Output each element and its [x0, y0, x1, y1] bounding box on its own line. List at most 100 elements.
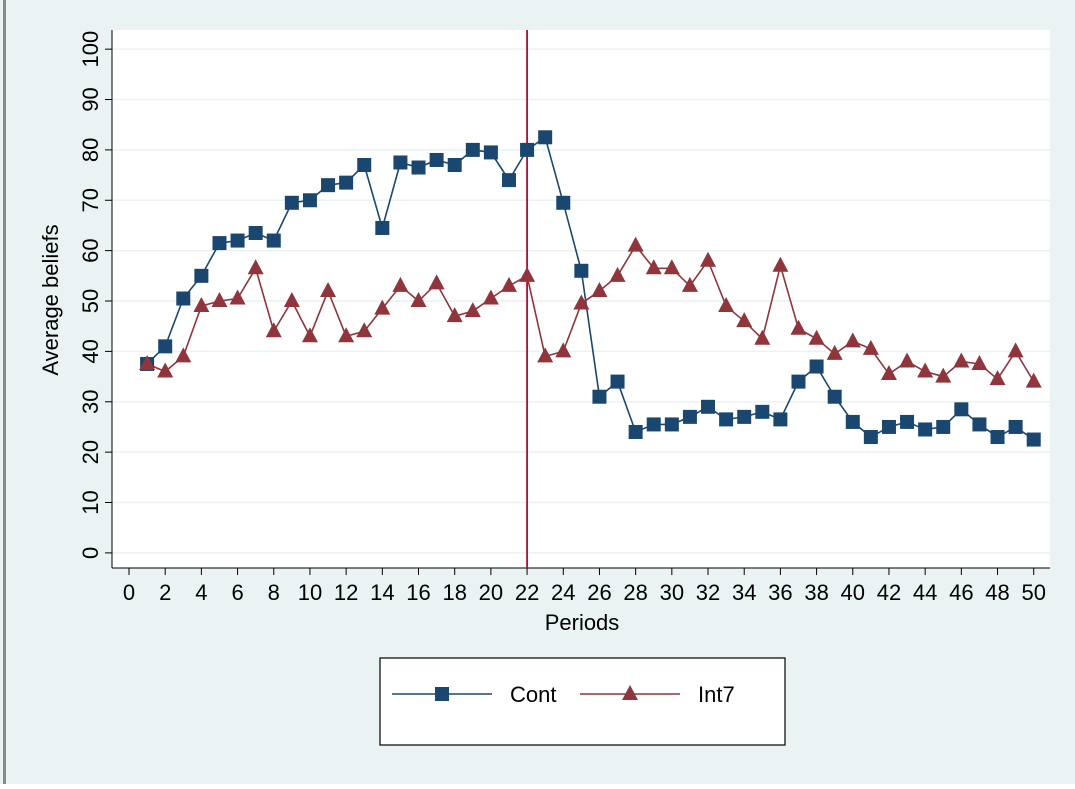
marker	[212, 236, 227, 251]
x-tick-label: 28	[623, 580, 647, 605]
y-tick-label: 90	[78, 87, 103, 111]
marker	[446, 307, 463, 323]
y-tick-label: 80	[78, 138, 103, 162]
x-axis-title: Periods	[545, 610, 620, 635]
marker	[701, 399, 716, 414]
marker	[176, 291, 191, 306]
marker	[953, 352, 970, 368]
x-tick-label: 18	[442, 580, 466, 605]
marker	[736, 312, 753, 328]
marker	[283, 292, 300, 308]
x-tick-label: 40	[841, 580, 865, 605]
marker	[592, 389, 607, 404]
marker	[917, 362, 934, 378]
marker	[971, 354, 988, 370]
legend-label: Cont	[510, 682, 556, 707]
x-tick-label: 4	[195, 580, 207, 605]
x-tick-label: 16	[406, 580, 430, 605]
marker	[410, 292, 427, 308]
marker	[339, 175, 354, 190]
marker	[229, 289, 246, 305]
x-tick-label: 10	[298, 580, 322, 605]
marker	[248, 226, 263, 241]
marker	[700, 251, 717, 267]
marker	[773, 412, 788, 427]
x-tick-label: 6	[231, 580, 243, 605]
marker	[247, 259, 264, 275]
marker	[936, 419, 951, 434]
marker	[862, 339, 879, 355]
marker	[990, 430, 1005, 445]
marker	[663, 259, 680, 275]
x-tick-label: 46	[949, 580, 973, 605]
y-tick-label: 60	[78, 238, 103, 262]
x-tick-label: 44	[913, 580, 937, 605]
marker	[972, 417, 987, 432]
y-tick-label: 30	[78, 390, 103, 414]
marker	[790, 319, 807, 335]
marker	[1008, 419, 1023, 434]
left-border	[3, 0, 6, 784]
marker	[357, 158, 372, 173]
marker	[338, 327, 355, 343]
marker	[646, 417, 661, 432]
marker	[718, 297, 735, 313]
x-tick-label: 30	[660, 580, 684, 605]
marker	[538, 130, 553, 145]
marker	[393, 155, 408, 170]
marker	[791, 374, 806, 389]
marker	[519, 266, 536, 282]
marker	[428, 274, 445, 290]
marker	[808, 329, 825, 345]
marker	[880, 365, 897, 381]
marker	[622, 685, 638, 700]
marker	[574, 263, 589, 278]
marker	[356, 322, 373, 338]
marker	[501, 173, 516, 188]
marker	[265, 322, 282, 338]
marker	[392, 276, 409, 292]
x-tick-label: 20	[479, 580, 503, 605]
x-tick-label: 36	[768, 580, 792, 605]
marker	[302, 193, 317, 208]
marker	[139, 354, 156, 370]
marker	[609, 266, 626, 282]
marker	[754, 329, 771, 345]
marker	[556, 195, 571, 210]
marker	[899, 352, 916, 368]
x-tick-label: 26	[587, 580, 611, 605]
marker	[1026, 432, 1041, 447]
marker	[881, 419, 896, 434]
marker	[194, 268, 209, 283]
marker	[465, 142, 480, 157]
marker	[464, 302, 481, 318]
marker	[627, 236, 644, 252]
marker	[447, 158, 462, 173]
x-tick-label: 42	[877, 580, 901, 605]
marker	[266, 233, 281, 248]
marker	[555, 342, 572, 358]
marker	[537, 347, 554, 363]
marker	[1007, 342, 1024, 358]
y-tick-label: 100	[78, 31, 103, 68]
marker	[483, 145, 498, 160]
marker	[500, 276, 517, 292]
legend-label: Int7	[698, 682, 735, 707]
x-tick-label: 2	[159, 580, 171, 605]
y-tick-label: 20	[78, 440, 103, 464]
marker	[681, 276, 698, 292]
marker	[375, 220, 390, 235]
marker	[809, 359, 824, 374]
marker	[591, 281, 608, 297]
y-tick-label: 0	[78, 547, 103, 559]
marker	[284, 195, 299, 210]
marker	[320, 281, 337, 297]
marker	[301, 327, 318, 343]
x-tick-label: 34	[732, 580, 756, 605]
x-tick-label: 0	[123, 580, 135, 605]
marker	[755, 404, 770, 419]
x-tick-label: 8	[268, 580, 280, 605]
marker	[989, 370, 1006, 386]
x-tick-label: 24	[551, 580, 575, 605]
